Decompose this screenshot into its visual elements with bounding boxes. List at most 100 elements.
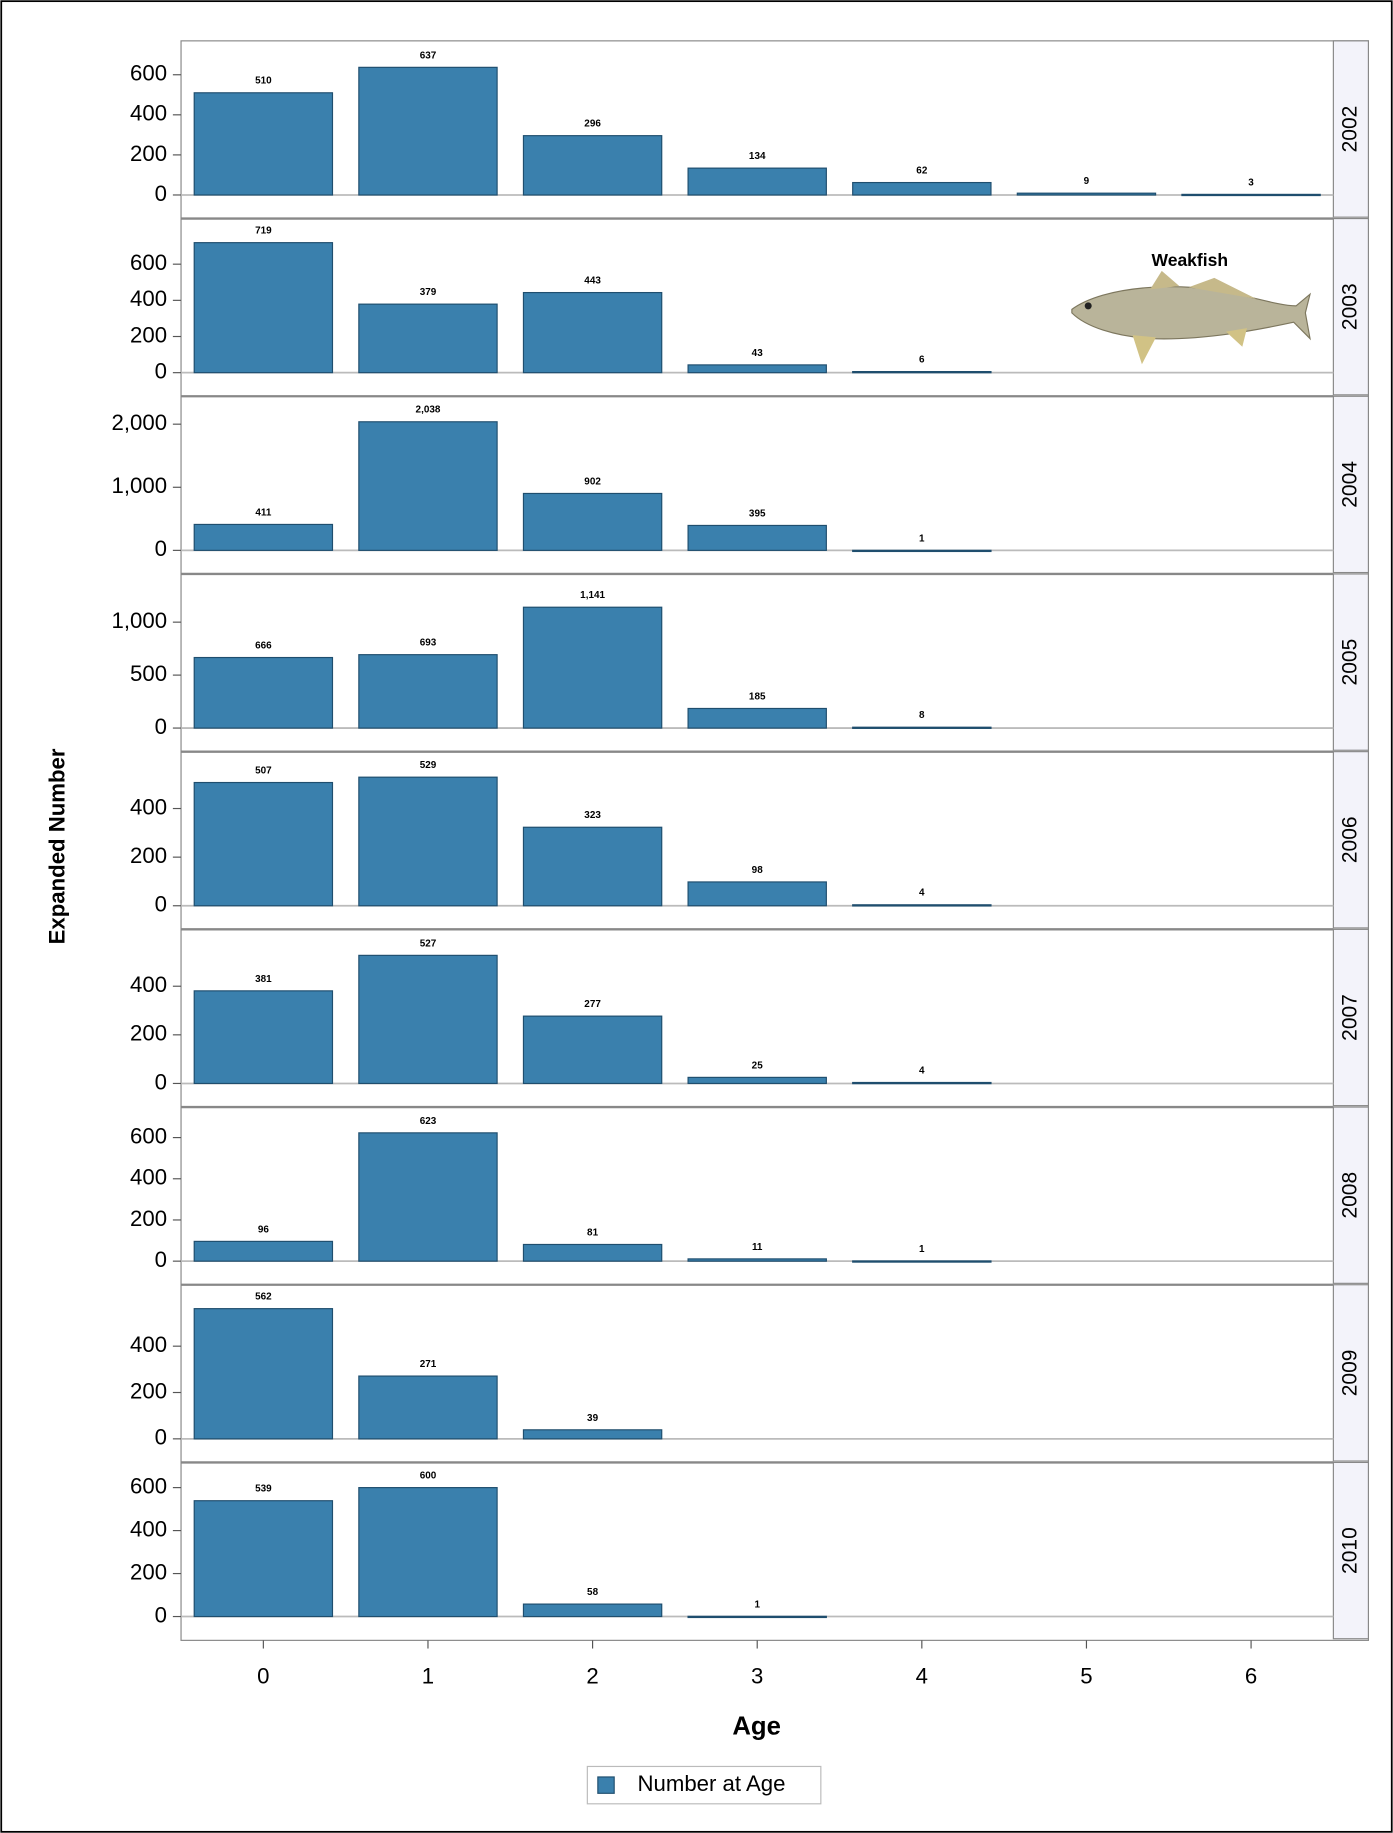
bar xyxy=(522,1603,663,1618)
bar xyxy=(358,66,498,196)
strip xyxy=(1332,751,1369,929)
y-tick-label: 0 xyxy=(155,359,167,384)
annotation: Weakfish xyxy=(1152,250,1229,270)
y-tick-label: 0 xyxy=(155,714,167,739)
y-tick-label: 0 xyxy=(155,1602,167,1627)
y-tick-label: 600 xyxy=(130,61,167,86)
value-label: 1 xyxy=(919,1244,925,1255)
x-tick-label: 0 xyxy=(257,1664,269,1689)
y-tick-label: 0 xyxy=(155,1247,167,1272)
x-tick-label: 2 xyxy=(586,1664,598,1689)
strip xyxy=(1332,40,1369,218)
y-tick-label: 200 xyxy=(130,1206,167,1231)
bar xyxy=(193,523,334,551)
value-label: 323 xyxy=(584,810,601,821)
value-label: 379 xyxy=(420,287,437,298)
value-label: 411 xyxy=(255,507,271,518)
value-label: 98 xyxy=(752,865,764,876)
bar xyxy=(193,242,334,374)
bar xyxy=(687,524,827,551)
value-label: 8 xyxy=(919,710,925,721)
y-tick-label: 2,000 xyxy=(112,410,167,435)
y-tick-label: 400 xyxy=(130,1165,167,1190)
value-label: 510 xyxy=(255,76,272,87)
y-tick-label: 600 xyxy=(130,250,167,275)
strip xyxy=(1332,1106,1369,1284)
y-tick-label: 200 xyxy=(130,141,167,166)
value-label: 3 xyxy=(1248,177,1254,188)
panel-label: 2010 xyxy=(1338,1527,1361,1574)
bar xyxy=(687,1258,827,1262)
value-label: 443 xyxy=(584,276,601,287)
bar xyxy=(358,654,498,729)
fish-illustration xyxy=(1071,270,1312,365)
y-tick-label: 400 xyxy=(130,794,167,819)
value-label: 381 xyxy=(255,974,272,985)
bar xyxy=(193,990,334,1085)
bar xyxy=(358,1132,498,1262)
y-tick-label: 0 xyxy=(155,1069,167,1094)
panel-label: 2003 xyxy=(1338,283,1361,330)
value-label: 4 xyxy=(919,888,925,899)
y-tick-label: 1,000 xyxy=(112,473,167,498)
strip xyxy=(1332,573,1369,751)
value-label: 271 xyxy=(420,1359,437,1370)
bar xyxy=(852,904,992,907)
value-label: 623 xyxy=(420,1116,437,1127)
bar xyxy=(193,1240,334,1262)
bar xyxy=(522,826,663,907)
value-label: 637 xyxy=(420,50,437,61)
y-tick-label: 0 xyxy=(155,536,167,561)
x-tick-label: 5 xyxy=(1080,1664,1092,1689)
value-label: 395 xyxy=(749,508,766,519)
value-label: 62 xyxy=(916,166,928,177)
legend-label: Number at Age xyxy=(638,1771,786,1796)
y-tick-label: 600 xyxy=(130,1473,167,1498)
bar xyxy=(522,606,663,729)
legend-swatch xyxy=(597,1776,615,1794)
value-label: 666 xyxy=(255,640,272,651)
value-label: 719 xyxy=(255,226,272,237)
bar xyxy=(852,1081,992,1085)
bar xyxy=(522,1429,663,1440)
value-label: 600 xyxy=(420,1471,437,1482)
value-label: 693 xyxy=(420,638,437,649)
panel-label: 2002 xyxy=(1338,106,1361,153)
value-label: 529 xyxy=(420,760,437,771)
x-tick-label: 4 xyxy=(916,1664,928,1689)
panel-label: 2009 xyxy=(1338,1350,1361,1397)
bar xyxy=(522,135,663,196)
value-label: 4 xyxy=(919,1065,925,1076)
bar xyxy=(852,181,992,196)
value-label: 1,141 xyxy=(580,590,605,601)
bar xyxy=(687,881,827,907)
y-tick-label: 600 xyxy=(130,1123,167,1148)
value-label: 527 xyxy=(420,938,437,949)
x-tick-label: 3 xyxy=(751,1664,763,1689)
y-tick-label: 200 xyxy=(130,1378,167,1403)
value-label: 9 xyxy=(1084,176,1090,187)
value-label: 39 xyxy=(587,1413,599,1424)
bar xyxy=(852,1260,992,1263)
y-tick-label: 0 xyxy=(155,1425,167,1450)
value-label: 25 xyxy=(752,1060,764,1071)
strip xyxy=(1332,1284,1369,1462)
strip xyxy=(1332,1461,1369,1640)
y-tick-label: 400 xyxy=(130,1332,167,1357)
panel-label: 2007 xyxy=(1338,994,1361,1041)
legend: Number at Age xyxy=(586,1765,822,1805)
value-label: 1 xyxy=(754,1599,760,1610)
bar xyxy=(522,1015,663,1085)
value-label: 296 xyxy=(584,119,601,130)
value-label: 539 xyxy=(255,1484,272,1495)
value-label: 507 xyxy=(255,765,272,776)
y-tick-label: 200 xyxy=(130,322,167,347)
bar xyxy=(687,167,827,196)
value-label: 11 xyxy=(752,1242,763,1253)
legend-box xyxy=(586,1765,822,1805)
value-label: 277 xyxy=(584,999,601,1010)
panel-label: 2006 xyxy=(1338,816,1361,863)
x-axis-label: Age xyxy=(732,1713,781,1741)
y-tick-label: 0 xyxy=(155,892,167,917)
bar xyxy=(1181,193,1321,197)
